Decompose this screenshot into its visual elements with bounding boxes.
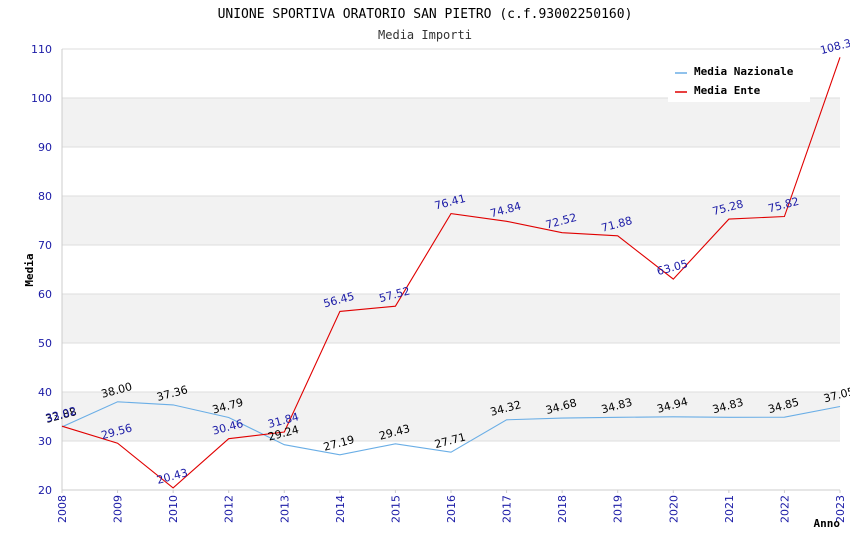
y-axis-label: Media xyxy=(23,253,36,286)
x-tick-label: 2017 xyxy=(501,495,514,523)
x-tick-label: 2013 xyxy=(278,495,291,523)
y-tick-label: 40 xyxy=(38,386,52,399)
data-label: 63.05 xyxy=(655,257,689,278)
x-tick-label: 2015 xyxy=(389,495,402,523)
grid-bands xyxy=(62,98,840,441)
grid-band xyxy=(62,392,840,441)
x-axis-label: Anno xyxy=(814,517,841,530)
x-tick-label: 2009 xyxy=(112,495,125,523)
y-tick-label: 60 xyxy=(38,288,52,301)
y-tick-label: 90 xyxy=(38,141,52,154)
data-label: 108.30 xyxy=(819,35,850,58)
y-tick-label: 70 xyxy=(38,239,52,252)
series-line-media-ente xyxy=(61,57,841,489)
y-tick-label: 20 xyxy=(38,484,52,497)
legend-label-media-nazionale: Media Nazionale xyxy=(694,65,794,78)
x-tick-label: 2023 xyxy=(834,495,847,523)
chart-subtitle: Media Importi xyxy=(378,28,472,42)
grid-band xyxy=(62,294,840,343)
series-lines xyxy=(61,57,841,489)
y-tick-label: 50 xyxy=(38,337,52,350)
y-tick-label: 30 xyxy=(38,435,52,448)
data-label: 37.05 xyxy=(822,385,850,406)
legend-box xyxy=(668,58,810,102)
y-tick-label: 100 xyxy=(31,92,52,105)
chart-title: UNIONE SPORTIVA ORATORIO SAN PIETRO (c.f… xyxy=(218,7,633,22)
x-tick-label: 2012 xyxy=(223,495,236,523)
x-tick-label: 2014 xyxy=(334,495,347,523)
legend: Media Nazionale Media Ente xyxy=(668,58,810,102)
x-tick-label: 2016 xyxy=(445,495,458,523)
x-tick-label: 2022 xyxy=(778,495,791,523)
x-axis-ticks: 2008 2009 2010 2012 2013 2014 2015 2016 2017 2018… xyxy=(56,490,847,523)
grid-band xyxy=(62,196,840,245)
x-tick-label: 2021 xyxy=(723,495,736,523)
x-tick-label: 2020 xyxy=(667,495,680,523)
y-tick-label: 80 xyxy=(38,190,52,203)
grid-band xyxy=(62,98,840,147)
x-tick-label: 2018 xyxy=(556,495,569,523)
series-line-media-nazionale xyxy=(61,401,841,456)
y-axis-ticks: 20 30 40 50 60 70 80 90 100 110 xyxy=(31,43,52,497)
y-tick-label: 110 xyxy=(31,43,52,56)
x-tick-label: 2019 xyxy=(612,495,625,523)
legend-label-media-ente: Media Ente xyxy=(694,84,761,97)
x-tick-label: 2008 xyxy=(56,495,69,523)
data-label: 20.43 xyxy=(155,466,189,487)
x-tick-label: 2010 xyxy=(167,495,180,523)
